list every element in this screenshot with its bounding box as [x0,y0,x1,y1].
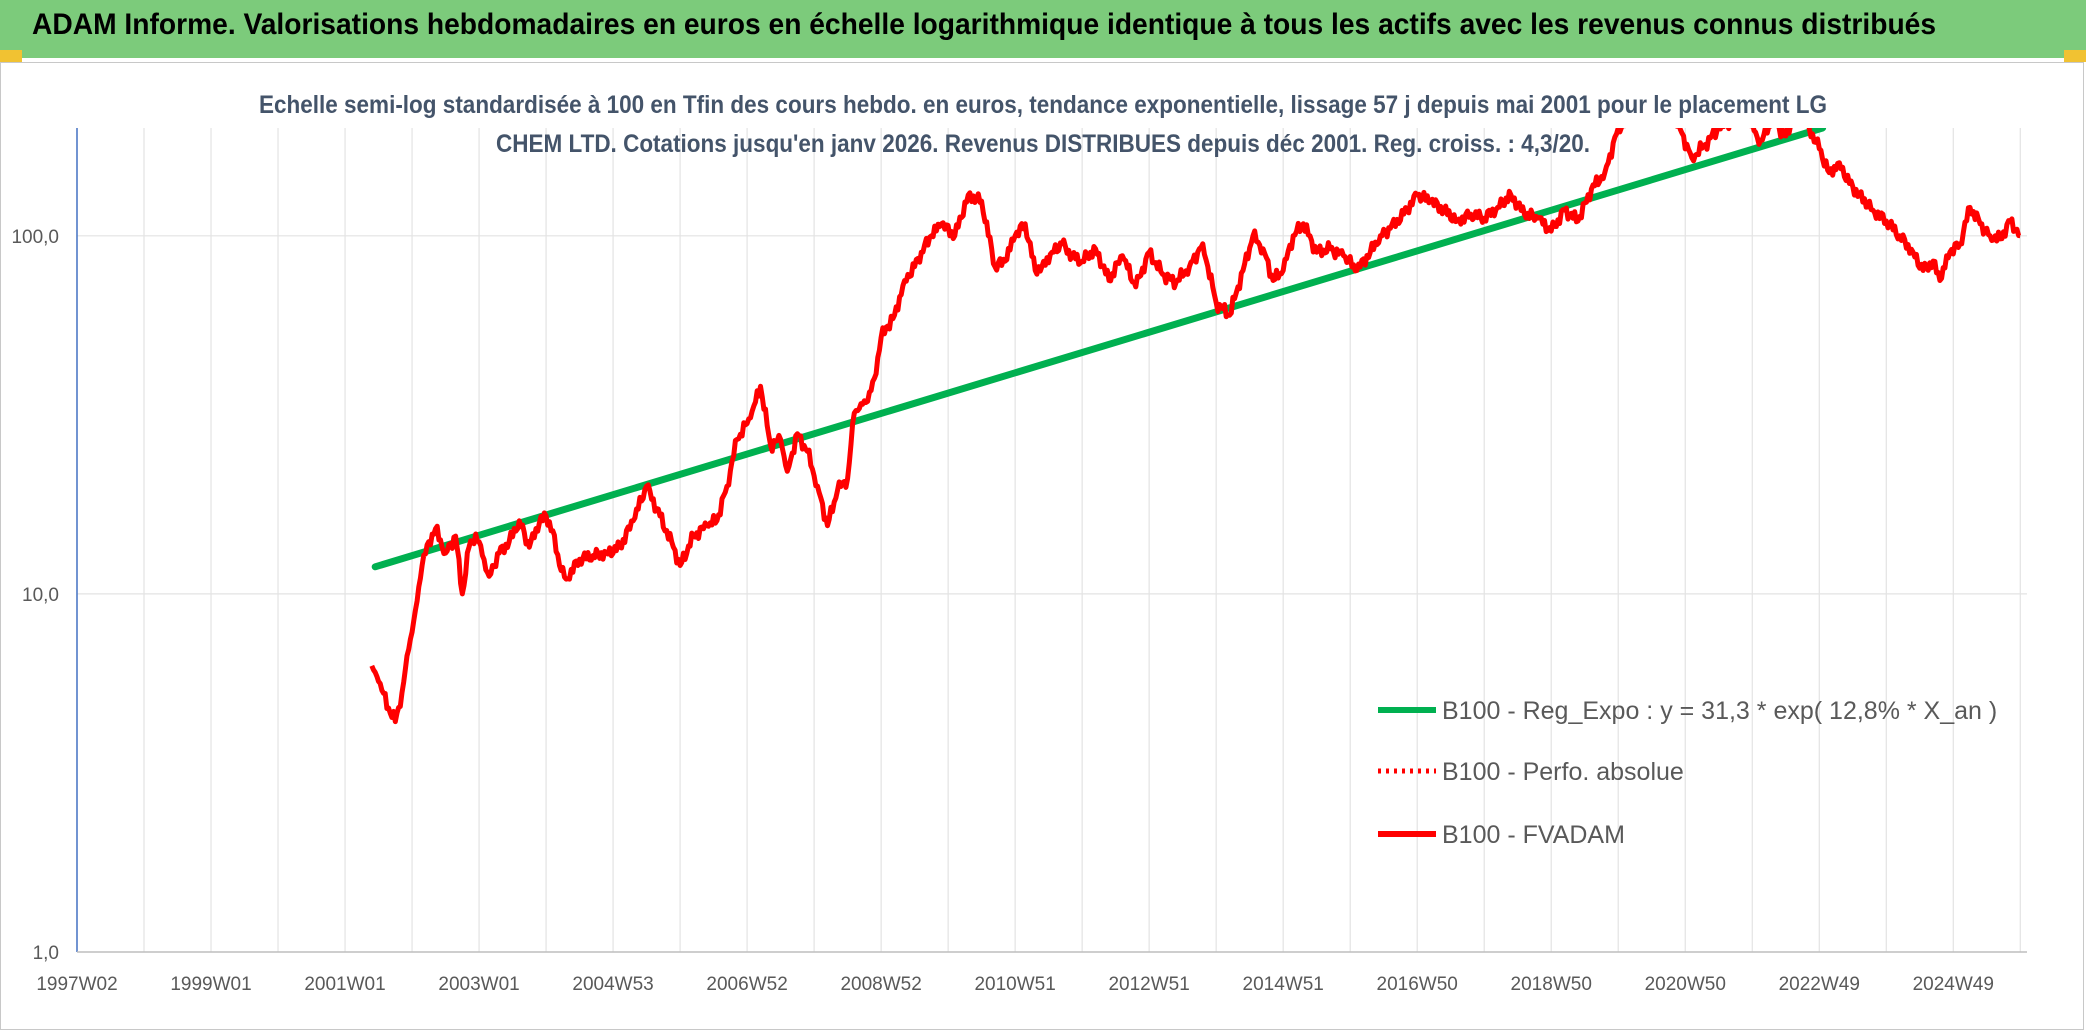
y-tick-labels: 1,0 10,0 100,0 [11,227,59,964]
chart-subtitle: Echelle semi-log standardisée à 100 en T… [258,91,1828,158]
series-line-fvadam [369,128,2022,725]
report-banner: ADAM Informe. Valorisations hebdomadaire… [0,0,2086,58]
y-tick-label: 1,0 [33,943,59,964]
y-tick-label: 10,0 [22,585,59,606]
x-tick-label: 2003W01 [438,974,519,995]
x-tick-label: 2022W49 [1779,974,1860,995]
x-tick-label: 2014W51 [1243,974,1324,995]
legend-label-fvadam: B100 - FVADAM [1442,821,1625,849]
x-tick-label: 2024W49 [1913,974,1994,995]
report-title: ADAM Informe. Valorisations hebdomadaire… [32,8,1937,41]
legend-label-regression: B100 - Reg_Expo : y = 31,3 * exp( 12,8% … [1442,697,1997,725]
x-tick-label: 2012W51 [1108,974,1189,995]
x-tick-label: 2001W01 [304,974,385,995]
legend: B100 - Reg_Expo : y = 31,3 * exp( 12,8% … [1378,697,1997,849]
x-tick-label: 2020W50 [1645,974,1726,995]
x-tick-label: 1999W01 [170,974,251,995]
x-tick-label: 2016W50 [1377,974,1458,995]
y-tick-label: 100,0 [11,227,59,248]
x-tick-labels: 1997W02 1999W01 2001W01 2003W01 2004W53 2006W… [36,974,1994,995]
x-tick-label: 2008W52 [840,974,921,995]
x-tick-label: 2010W51 [974,974,1055,995]
x-tick-label: 2004W53 [572,974,653,995]
x-tick-label: 1997W02 [36,974,117,995]
corner-marker-left [0,50,22,62]
x-tick-label: 2018W50 [1511,974,1592,995]
corner-marker-right [2064,50,2086,62]
series-line-regression [371,128,1827,571]
legend-label-perfo: B100 - Perfo. absolue [1442,758,1684,786]
x-tick-label: 2006W52 [706,974,787,995]
chart-panel [0,62,2084,1030]
